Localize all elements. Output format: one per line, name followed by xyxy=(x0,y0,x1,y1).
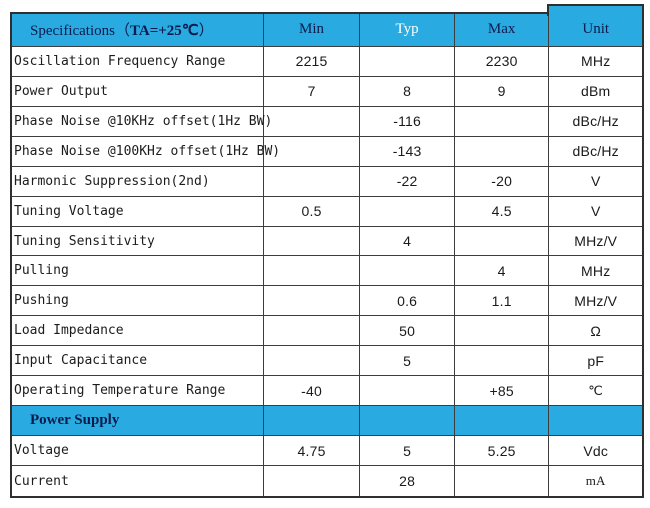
header-max-cell: Max xyxy=(454,14,550,47)
unit-cell: Ω xyxy=(549,316,642,347)
min-value-cell xyxy=(263,226,361,257)
header-typ-label: Typ xyxy=(395,21,419,38)
section-empty-cell xyxy=(549,406,642,437)
max-value-cell: 1.1 xyxy=(454,286,550,317)
min-value-cell xyxy=(263,316,361,347)
min-value-cell xyxy=(263,106,361,137)
unit-cell: dBc/Hz xyxy=(549,137,642,167)
unit-cell: dBm xyxy=(549,77,642,107)
spec-name-cell: Oscillation Frequency Range xyxy=(12,46,264,77)
max-value-cell xyxy=(454,106,550,137)
spec-name-cell: Load Impedance xyxy=(12,316,264,347)
spec-name-cell: Tuning Sensitivity xyxy=(12,226,264,257)
min-value-cell: 0.5 xyxy=(263,196,361,227)
unit-cell: V xyxy=(549,197,642,227)
max-value-cell: -20 xyxy=(454,166,550,197)
typ-value-cell: 28 xyxy=(360,466,455,496)
min-value-cell: -40 xyxy=(263,376,361,407)
typ-value-cell: 4 xyxy=(360,226,455,257)
spec-table: Specifications（TA=+25℃） Min Typ Max Unit… xyxy=(10,4,644,498)
header-specifications-cell: Specifications（TA=+25℃） xyxy=(12,14,264,47)
header-min-label: Min xyxy=(299,21,325,38)
typ-value-cell xyxy=(360,256,455,287)
unit-cell: dBc/Hz xyxy=(549,107,642,137)
typ-value-cell: -116 xyxy=(360,106,455,137)
spec-name-cell: Voltage xyxy=(12,436,264,467)
unit-cell: ℃ xyxy=(549,376,642,407)
typ-value-cell: -22 xyxy=(360,166,455,197)
typ-value-cell: 8 xyxy=(360,76,455,107)
header-unit-cell: Unit xyxy=(547,4,644,47)
spec-label-prefix: Specifications（ xyxy=(30,23,130,40)
unit-cell: V xyxy=(549,167,642,197)
spec-name-cell: Input Capacitance xyxy=(12,346,264,377)
max-value-cell xyxy=(454,346,550,377)
typ-value-cell xyxy=(360,46,455,77)
spec-name-cell: Phase Noise @10KHz offset(1Hz BW) xyxy=(12,106,272,137)
max-value-cell: 5.25 xyxy=(454,436,550,467)
spec-name-cell: Pulling xyxy=(12,256,264,287)
section-empty-cell xyxy=(263,406,361,437)
header-specifications-label: Specifications（TA=+25℃） xyxy=(30,19,214,40)
max-value-cell: 4.5 xyxy=(454,196,550,227)
min-value-cell: 4.75 xyxy=(263,436,361,467)
typ-value-cell: 0.6 xyxy=(360,286,455,317)
max-value-cell: 4 xyxy=(454,256,550,287)
spec-name-cell: Tuning Voltage xyxy=(12,196,264,227)
unit-cell: MHz xyxy=(549,256,642,287)
header-unit-raised-bg xyxy=(547,4,644,16)
min-value-cell: 2215 xyxy=(263,46,361,77)
unit-cell: mA xyxy=(585,473,606,489)
unit-cell: MHz/V xyxy=(549,227,642,257)
header-min-cell: Min xyxy=(263,14,361,47)
min-value-cell xyxy=(263,286,361,317)
spec-label-suffix: ） xyxy=(198,23,214,40)
typ-value-cell: 5 xyxy=(360,436,455,467)
spec-name-cell: Pushing xyxy=(12,286,264,317)
typ-value-cell: 5 xyxy=(360,346,455,377)
max-value-cell: 2230 xyxy=(454,46,550,77)
max-value-cell xyxy=(454,136,550,167)
unit-cell: Vdc xyxy=(549,436,642,467)
unit-cell: MHz/V xyxy=(549,286,642,317)
max-value-cell: 9 xyxy=(454,76,550,107)
max-value-cell xyxy=(454,226,550,257)
typ-value-cell xyxy=(360,196,455,227)
spec-name-cell: Harmonic Suppression(2nd) xyxy=(12,166,264,197)
spec-name-cell: Current xyxy=(12,466,264,496)
header-typ-cell: Typ xyxy=(360,14,455,47)
spec-label-condition: TA=+25℃ xyxy=(129,23,199,40)
header-max-label: Max xyxy=(487,21,516,38)
max-value-cell xyxy=(455,466,550,496)
min-value-cell xyxy=(263,256,361,287)
min-value-cell xyxy=(263,346,361,377)
spec-name-cell: Power Output xyxy=(12,76,264,107)
min-value-cell: 7 xyxy=(263,76,361,107)
max-value-cell: +85 xyxy=(454,376,550,407)
spec-name-cell: Phase Noise @100KHz offset(1Hz BW) xyxy=(12,136,280,167)
min-value-cell xyxy=(263,136,361,167)
spec-name-cell: Operating Temperature Range xyxy=(12,376,264,407)
typ-value-cell: 50 xyxy=(360,316,455,347)
min-value-cell xyxy=(263,166,361,197)
section-header-cell: Power Supply xyxy=(12,406,264,437)
typ-value-cell xyxy=(360,376,455,407)
unit-cell: MHz xyxy=(549,47,642,77)
section-empty-cell xyxy=(360,406,455,437)
unit-cell: pF xyxy=(549,346,642,377)
max-value-cell xyxy=(454,316,550,347)
typ-value-cell: -143 xyxy=(360,136,455,167)
header-unit-label: Unit xyxy=(582,21,610,38)
section-empty-cell xyxy=(454,406,550,437)
min-value-cell xyxy=(264,466,361,496)
